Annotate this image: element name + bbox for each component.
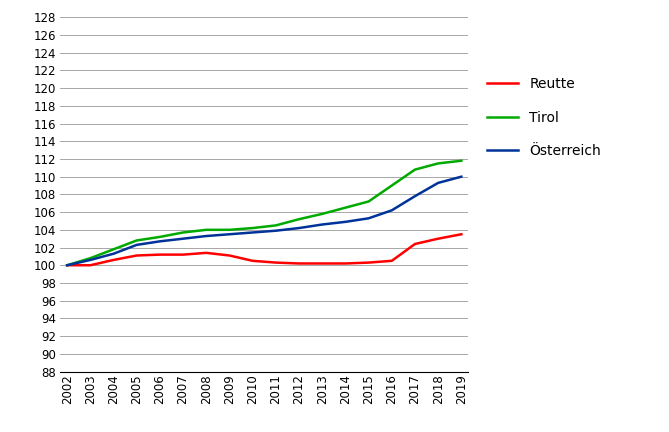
- Reutte: [272, 260, 280, 265]
- Reutte: [63, 263, 71, 268]
- Österreich: [411, 194, 419, 199]
- Reutte: [341, 261, 349, 266]
- Österreich: [132, 242, 140, 248]
- Tirol: [110, 247, 118, 252]
- Tirol: [295, 216, 303, 222]
- Tirol: [132, 238, 140, 243]
- Tirol: [458, 158, 466, 163]
- Reutte: [434, 236, 442, 241]
- Reutte: [295, 261, 303, 266]
- Tirol: [202, 227, 210, 232]
- Tirol: [411, 167, 419, 172]
- Tirol: [341, 205, 349, 210]
- Reutte: [156, 252, 164, 257]
- Reutte: [202, 250, 210, 255]
- Line: Tirol: Tirol: [67, 161, 462, 265]
- Österreich: [110, 251, 118, 256]
- Österreich: [86, 257, 94, 263]
- Line: Reutte: Reutte: [67, 234, 462, 265]
- Reutte: [132, 253, 140, 258]
- Österreich: [388, 208, 396, 213]
- Österreich: [318, 222, 326, 227]
- Österreich: [341, 219, 349, 225]
- Tirol: [249, 226, 257, 231]
- Legend: Reutte, Tirol, Österreich: Reutte, Tirol, Österreich: [488, 77, 601, 158]
- Tirol: [63, 263, 71, 268]
- Tirol: [225, 227, 233, 232]
- Tirol: [272, 223, 280, 228]
- Österreich: [63, 263, 71, 268]
- Österreich: [365, 216, 373, 221]
- Österreich: [202, 233, 210, 238]
- Reutte: [411, 241, 419, 247]
- Österreich: [249, 230, 257, 235]
- Tirol: [365, 199, 373, 204]
- Line: Österreich: Österreich: [67, 177, 462, 265]
- Tirol: [179, 230, 187, 235]
- Österreich: [295, 226, 303, 231]
- Reutte: [110, 257, 118, 263]
- Österreich: [179, 236, 187, 241]
- Tirol: [318, 211, 326, 216]
- Tirol: [434, 161, 442, 166]
- Reutte: [388, 258, 396, 264]
- Reutte: [179, 252, 187, 257]
- Tirol: [388, 183, 396, 188]
- Österreich: [434, 180, 442, 185]
- Österreich: [272, 228, 280, 233]
- Reutte: [458, 232, 466, 237]
- Reutte: [225, 253, 233, 258]
- Österreich: [156, 239, 164, 244]
- Reutte: [249, 258, 257, 264]
- Reutte: [318, 261, 326, 266]
- Österreich: [225, 232, 233, 237]
- Tirol: [86, 256, 94, 261]
- Tirol: [156, 234, 164, 239]
- Reutte: [365, 260, 373, 265]
- Österreich: [458, 174, 466, 179]
- Reutte: [86, 263, 94, 268]
